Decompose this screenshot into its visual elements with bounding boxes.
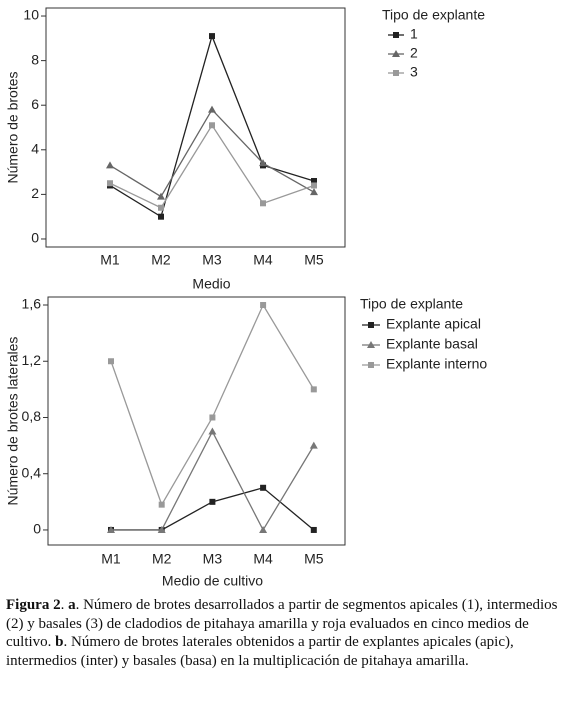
y-tick-label: 1,6 (22, 296, 42, 312)
x-tick-label: M4 (253, 252, 273, 268)
legend-label: 1 (410, 26, 418, 42)
caption-part: a (68, 597, 76, 613)
x-tick-label: M5 (304, 252, 324, 268)
legend-title: Tipo de explante (382, 7, 485, 23)
marker (107, 525, 115, 533)
x-tick-label: M4 (253, 551, 273, 567)
legend-marker (368, 322, 374, 328)
x-axis-title: Medio de cultivo (162, 573, 263, 589)
legend-marker (393, 32, 399, 38)
x-tick-label: M2 (152, 551, 172, 567)
marker (209, 33, 215, 40)
series-line (111, 487, 315, 531)
marker (259, 159, 267, 167)
x-tick-label: M3 (202, 252, 222, 268)
marker (209, 414, 216, 421)
y-tick-label: 10 (23, 7, 39, 23)
marker (208, 105, 216, 113)
legend-label: Explante apical (386, 316, 481, 332)
x-tick-label: M5 (304, 551, 324, 567)
caption: Figura 2. a. Número de brotes desarrolla… (6, 597, 558, 669)
legend-label: 3 (410, 64, 418, 80)
marker (158, 213, 164, 220)
y-axis-title: Número de brotes laterales (5, 337, 21, 506)
caption-text: Número de brotes laterales obtenidos a p… (6, 634, 514, 669)
marker (208, 427, 217, 435)
y-tick-label: 0 (33, 521, 41, 537)
x-tick-label: M3 (203, 551, 223, 567)
x-tick-label: M2 (151, 252, 171, 268)
y-tick-label: 1,2 (22, 352, 42, 368)
x-axis-title: Medio (192, 276, 230, 292)
legend-marker (367, 341, 375, 348)
marker (311, 178, 317, 185)
marker (107, 180, 113, 187)
plot-frame (47, 296, 346, 546)
marker (311, 182, 317, 189)
caption-label: Figura 2 (6, 597, 61, 613)
marker (260, 302, 267, 309)
legend-title: Tipo de explante (360, 296, 463, 312)
y-tick-label: 0 (31, 230, 39, 246)
marker (310, 526, 317, 533)
marker (209, 498, 216, 505)
legend-label: Explante interno (386, 356, 487, 372)
plot-frame (45, 7, 346, 248)
legend-marker (393, 70, 399, 76)
x-tick-label: M1 (101, 551, 121, 567)
y-tick-label: 2 (31, 185, 39, 201)
marker (310, 188, 318, 196)
marker (209, 122, 215, 129)
y-tick-label: 6 (31, 96, 39, 112)
y-tick-label: 0,8 (22, 408, 42, 424)
legend-marker (368, 362, 374, 368)
marker (108, 358, 114, 365)
marker (158, 204, 164, 211)
y-tick-label: 8 (31, 51, 39, 67)
x-tick-label: M1 (100, 252, 120, 268)
marker (310, 386, 317, 393)
y-tick-label: 4 (31, 140, 39, 156)
caption-part: b (55, 634, 64, 650)
legend-marker (392, 50, 400, 57)
marker (157, 192, 165, 200)
legend-label: 2 (410, 45, 418, 61)
marker (158, 501, 165, 508)
y-axis-title: Número de brotes (5, 71, 21, 183)
caption-text: Número de brotes desarrollados a partir … (6, 597, 558, 650)
marker (157, 525, 166, 533)
marker (260, 484, 267, 491)
marker (260, 200, 266, 207)
marker (106, 161, 114, 169)
marker (259, 525, 268, 533)
y-tick-label: 0,4 (22, 464, 42, 480)
series-line (109, 124, 315, 209)
marker (309, 441, 318, 449)
legend-label: Explante basal (386, 336, 478, 352)
series-line (110, 303, 315, 507)
